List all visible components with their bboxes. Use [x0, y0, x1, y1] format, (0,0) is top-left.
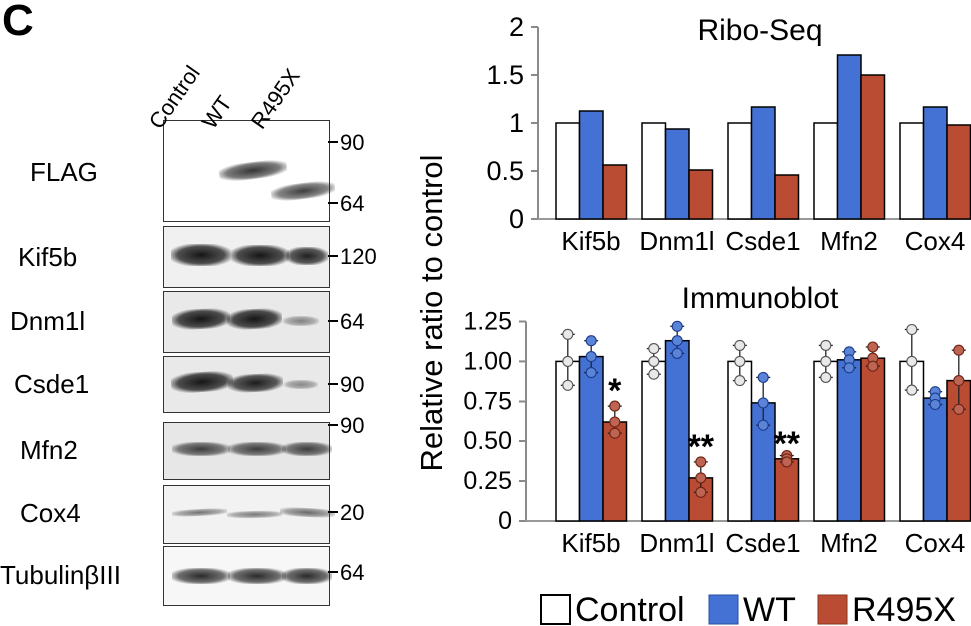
svg-text:Csde1: Csde1: [725, 226, 800, 256]
svg-text:0.25: 0.25: [463, 467, 512, 495]
svg-text:*: *: [608, 372, 622, 410]
svg-text:Dnm1l: Dnm1l: [639, 528, 714, 558]
svg-text:Kif5b: Kif5b: [561, 528, 620, 558]
svg-text:1.25: 1.25: [463, 308, 512, 336]
svg-text:Kif5b: Kif5b: [561, 226, 620, 256]
svg-text:Csde1: Csde1: [725, 528, 800, 558]
svg-text:0.5: 0.5: [486, 156, 524, 186]
svg-text:Control: Control: [575, 591, 685, 626]
svg-text:1.5: 1.5: [486, 60, 524, 90]
svg-text:0.50: 0.50: [463, 427, 512, 455]
svg-text:Ribo-Seq: Ribo-Seq: [697, 14, 822, 47]
svg-text:1.00: 1.00: [463, 347, 512, 375]
svg-text:Immunoblot: Immunoblot: [682, 282, 839, 315]
svg-text:R495X: R495X: [852, 591, 956, 626]
svg-text:0: 0: [509, 204, 524, 234]
svg-text:2: 2: [509, 12, 524, 42]
svg-text:Dnm1l: Dnm1l: [639, 226, 714, 256]
svg-text:0: 0: [498, 507, 512, 535]
svg-text:0.75: 0.75: [463, 388, 512, 416]
svg-text:Mfn2: Mfn2: [820, 226, 878, 256]
svg-text:**: **: [774, 425, 801, 463]
svg-text:1: 1: [509, 108, 524, 138]
svg-text:Cox4: Cox4: [905, 528, 966, 558]
svg-text:WT: WT: [743, 591, 796, 626]
svg-text:Mfn2: Mfn2: [820, 528, 878, 558]
svg-text:Cox4: Cox4: [905, 226, 966, 256]
svg-text:**: **: [688, 428, 715, 466]
